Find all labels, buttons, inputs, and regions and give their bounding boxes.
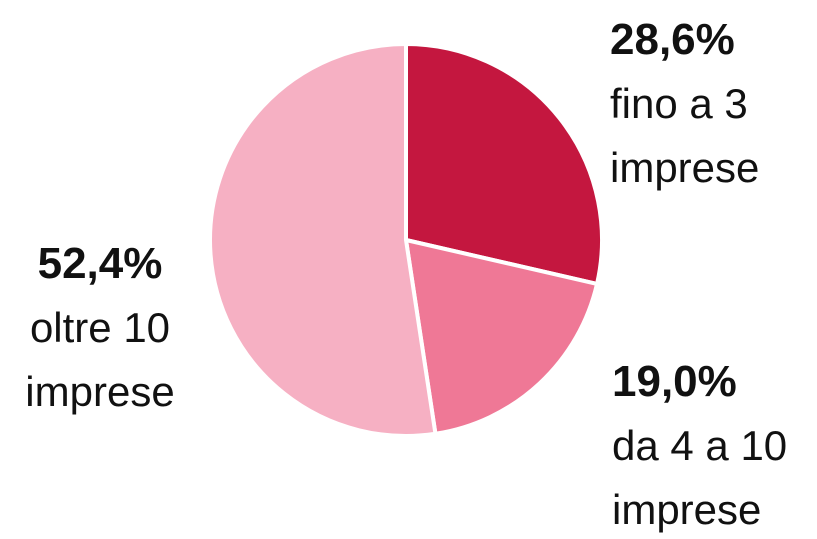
value-label: 52,4% — [37, 239, 163, 288]
pie-slice — [208, 42, 438, 438]
category-label: oltre 10 imprese — [25, 304, 175, 415]
slice-label: 28,6% fino a 3 imprese — [610, 8, 810, 200]
category-label: da 4 a 10 imprese — [612, 422, 788, 533]
slice-label: 19,0% da 4 a 10 imprese — [612, 350, 817, 539]
slice-label: 52,4% oltre 10 imprese — [0, 232, 200, 424]
value-label: 19,0% — [612, 357, 737, 406]
value-label: 28,6% — [610, 15, 735, 64]
pie-slice — [404, 42, 604, 286]
pie-slice — [404, 238, 600, 436]
category-label: fino a 3 imprese — [610, 80, 760, 191]
